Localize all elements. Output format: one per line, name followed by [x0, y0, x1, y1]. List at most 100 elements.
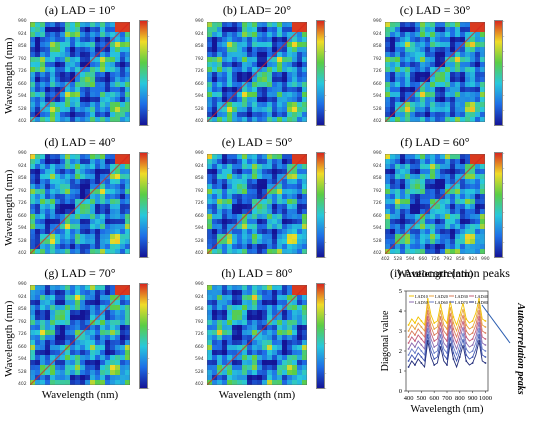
- heatmap-cell: [287, 325, 293, 331]
- heatmap-cell: [282, 97, 288, 103]
- heatmap-cell: [207, 92, 213, 98]
- heatmap-cell: [440, 179, 446, 185]
- heatmap-cell: [292, 300, 298, 306]
- heatmap-cell: [100, 315, 106, 321]
- heatmap-cell: [277, 320, 283, 326]
- heatmap-cell: [455, 67, 461, 73]
- heatmap-cell: [40, 199, 46, 205]
- heatmap-cell: [115, 370, 121, 376]
- heatmap-cell: [95, 32, 101, 38]
- heatmap-cell: [227, 209, 233, 215]
- series-point: [433, 346, 436, 348]
- heatmap-cell: [267, 184, 273, 190]
- heatmap-cell: [50, 375, 56, 381]
- heatmap-cell: [297, 52, 303, 58]
- heatmap-cell: [302, 179, 307, 185]
- heatmap-cell: [242, 174, 248, 180]
- y-tick-label: 858: [18, 307, 27, 312]
- series-point: [414, 340, 416, 342]
- heatmap-cell: [120, 380, 126, 385]
- heatmap-cell: [252, 315, 258, 321]
- heatmap-cell: [267, 300, 273, 306]
- heatmap-cell: [475, 164, 481, 170]
- heatmap-cell: [302, 365, 307, 371]
- heatmap-cell: [222, 249, 228, 254]
- heatmap-cell: [390, 107, 396, 113]
- heatmap-cell: [105, 57, 111, 63]
- heatmap-cell: [385, 102, 391, 108]
- heatmap-cell: [272, 154, 278, 160]
- heatmap-cell: [445, 199, 451, 205]
- heatmap-cell: [282, 249, 288, 254]
- heatmap-cell: [247, 300, 253, 306]
- heatmap-cell: [242, 159, 248, 165]
- heatmap-cell: [222, 239, 228, 245]
- heatmap-cell: [212, 72, 218, 78]
- heatmap-cell: [65, 360, 71, 366]
- heatmap-cell: [480, 82, 485, 88]
- heatmap-cell: [125, 32, 130, 38]
- heatmap-cell: [262, 117, 268, 122]
- heatmap-cell: [50, 117, 56, 122]
- legend-label: LAD70: [455, 300, 468, 305]
- heatmap-cell: [75, 325, 81, 331]
- heatmap-cell: [207, 355, 213, 361]
- heatmap-cell: [410, 87, 416, 93]
- heatmap-cell: [247, 82, 253, 88]
- series-point: [458, 332, 461, 334]
- heatmap-cell: [282, 315, 288, 321]
- heatmap-cell: [302, 62, 307, 68]
- heatmap-cell: [405, 107, 411, 113]
- heatmap-cell: [440, 164, 446, 170]
- heatmap-cell: [287, 117, 293, 122]
- heatmap-cell: [45, 285, 51, 291]
- heatmap-cell: [35, 169, 41, 175]
- heatmap-cell: [30, 189, 36, 195]
- heatmap-cell: [227, 184, 233, 190]
- heatmap-cell: [45, 350, 51, 356]
- heatmap-cell: [217, 330, 223, 336]
- heatmap-cell: [232, 350, 238, 356]
- heatmap-cell: [302, 77, 307, 83]
- heatmap-cell: [90, 229, 96, 235]
- heatmap-cell: [292, 37, 298, 43]
- heatmap-cell: [120, 52, 126, 58]
- y-tick-label: 792: [195, 56, 204, 62]
- heatmap-cell: [257, 112, 263, 118]
- heatmap-cell: [297, 37, 303, 43]
- heatmap-cell: [95, 375, 101, 381]
- heatmap-cell: [95, 72, 101, 78]
- heatmap-cell: [227, 164, 233, 170]
- colorbar-tick: -: [148, 370, 150, 376]
- colorbar-tick: -: [148, 194, 150, 200]
- heatmap-cell: [207, 87, 213, 93]
- heatmap-cell: [480, 159, 485, 165]
- heatmap-cell: [217, 355, 223, 361]
- heatmap-cell: [287, 310, 293, 316]
- heatmap-cell: [95, 295, 101, 301]
- series-point: [478, 304, 480, 306]
- heatmap-cell: [75, 224, 81, 230]
- heatmap-cell: [267, 360, 273, 366]
- heatmap-cell: [212, 209, 218, 215]
- heatmap-cell: [292, 87, 298, 93]
- heatmap-cell: [105, 219, 111, 225]
- heatmap-cell: [232, 325, 238, 331]
- heatmap-cell: [262, 32, 268, 38]
- heatmap-cell: [445, 37, 451, 43]
- heatmap-cell: [55, 107, 61, 113]
- heatmap-cell: [115, 239, 121, 245]
- heatmap-cell: [302, 47, 307, 53]
- heatmap-cell: [30, 320, 36, 326]
- heatmap-cell: [440, 224, 446, 230]
- heatmap-cell: [257, 315, 263, 321]
- heatmap-cell: [450, 194, 456, 200]
- heatmap-cell: [420, 159, 426, 165]
- heatmap-cell: [475, 229, 481, 235]
- heatmap-cell: [212, 189, 218, 195]
- heatmap-cell: [247, 102, 253, 108]
- heatmap-cell: [435, 37, 441, 43]
- heatmap-cell: [262, 67, 268, 73]
- heatmap-cell: [217, 82, 223, 88]
- heatmap-cell: [95, 204, 101, 210]
